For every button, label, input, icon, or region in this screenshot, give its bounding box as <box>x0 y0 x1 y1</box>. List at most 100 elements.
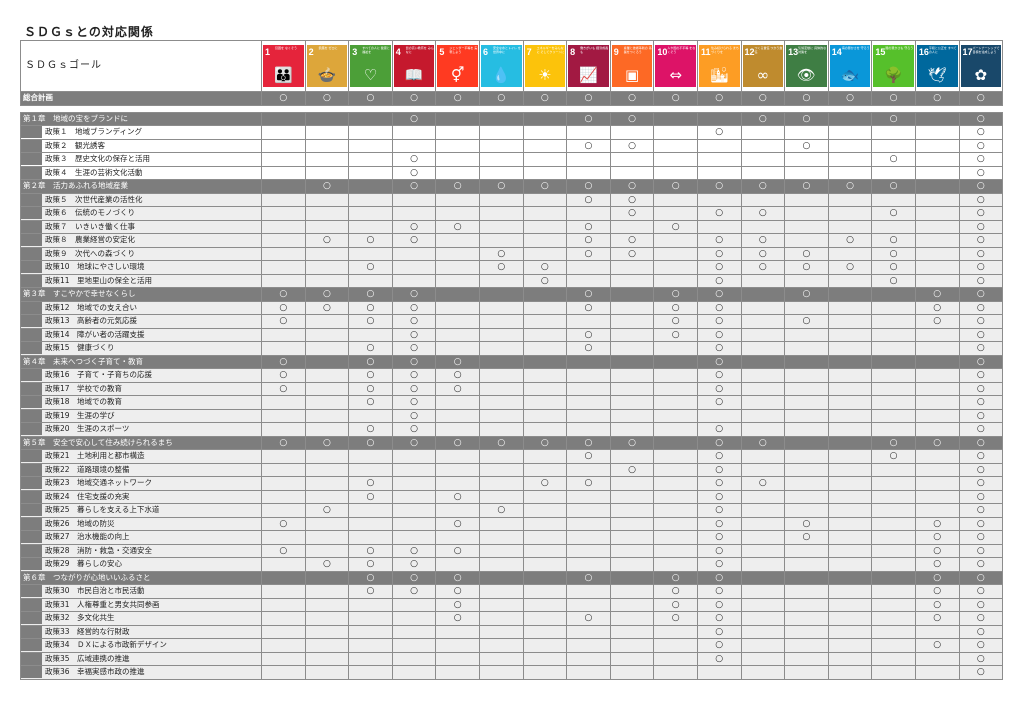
goal-mark-cell <box>435 530 480 545</box>
goal-mark-cell <box>478 368 524 383</box>
indent-bar <box>21 612 42 625</box>
goal-mark-cell: ○ <box>958 314 1004 329</box>
goal-mark-cell <box>304 611 350 626</box>
goal-mark-cell: ○ <box>958 381 1004 396</box>
goal-mark-cell <box>348 165 393 180</box>
goal-mark-cell: ○ <box>871 179 916 194</box>
goal-mark-cell: ○ <box>958 651 1004 666</box>
goal-mark-cell <box>348 516 393 531</box>
goal-mark-cell: ○ <box>391 395 437 410</box>
goal-mark-cell <box>348 624 393 639</box>
goal-mark-cell: ○ <box>696 179 742 194</box>
sdg-goal-4: 4 質の高い教育を みんなに 📖 <box>391 40 437 92</box>
goal-mark-cell: ○ <box>609 206 655 221</box>
goal-mark-cell <box>871 287 916 302</box>
goal-mark-cell <box>740 192 786 207</box>
indent-bar <box>21 220 42 233</box>
goal-mark-cell <box>914 233 960 248</box>
row-label: 政策１ 地域ブランディング <box>20 125 262 140</box>
row-label: 第２章 活力あふれる地域産業 <box>20 179 262 194</box>
goal-mark-cell: ○ <box>348 489 393 504</box>
goal-mark-cell <box>522 111 568 126</box>
goal-mark-cell <box>391 206 437 221</box>
indent-bar <box>21 558 42 571</box>
goal-mark-cell <box>871 597 916 612</box>
goal-mark-cell: ○ <box>958 287 1004 302</box>
goal-mark-cell <box>827 570 873 585</box>
goal-mark-cell <box>522 543 568 558</box>
goal-mark-cell <box>784 503 829 518</box>
goal-mark-cell <box>784 165 829 180</box>
goal-mark-cell <box>784 651 829 666</box>
sdg-goal-tile: 7 エネルギーをみんなに そしてクリーンに ☀ <box>524 45 566 87</box>
spacer-cell <box>20 104 1003 113</box>
goal-mark-cell <box>653 260 698 275</box>
goal-mark-cell <box>566 597 611 612</box>
goal-mark-cell: ○ <box>696 341 742 356</box>
goal-mark-cell: ○ <box>522 273 568 288</box>
goal-mark-cell <box>348 503 393 518</box>
goal-mark-cell <box>261 449 306 464</box>
goal-mark-cell <box>653 530 698 545</box>
goal-mark-cell <box>871 543 916 558</box>
goal-mark-cell <box>653 408 698 423</box>
goal-mark-cell <box>304 516 350 531</box>
sdg-goal-number: 7 <box>526 47 532 57</box>
indent-bar <box>21 382 42 395</box>
goal-mark-cell: ○ <box>958 165 1004 180</box>
goal-mark-cell <box>740 624 786 639</box>
policy-row: 政策35 広域連携の推進 ○ ○ <box>20 651 1004 666</box>
goal-mark-cell: ○ <box>958 611 1004 626</box>
goal-mark-cell <box>478 638 524 653</box>
row-label: 第３章 すこやかで幸せなくらし <box>20 287 262 302</box>
goal-mark-cell: ○ <box>958 354 1004 369</box>
goal-mark-cell: ○ <box>391 557 437 572</box>
goal-mark-cell <box>435 557 480 572</box>
goal-mark-cell: ○ <box>435 179 480 194</box>
goal-mark-cell <box>827 368 873 383</box>
indent-bar <box>21 369 42 382</box>
policy-row: 政策６ 伝統のモノづくり ○ ○ ○ ○ ○ <box>20 206 1004 221</box>
goal-mark-cell <box>871 125 916 140</box>
goal-mark-cell <box>609 395 655 410</box>
goal-mark-cell: ○ <box>696 287 742 302</box>
goal-mark-cell <box>304 665 350 680</box>
goal-mark-cell <box>871 503 916 518</box>
goal-mark-cell: ○ <box>478 260 524 275</box>
goal-mark-cell <box>871 665 916 680</box>
goal-mark-cell: ○ <box>871 435 916 450</box>
goal-mark-cell <box>827 138 873 153</box>
policy-label-text: 政策９ 次代への森づくり <box>45 248 135 258</box>
sdg-goal-tile: 6 安全な水とトイレ を世界中に 💧 <box>480 45 522 87</box>
goal-mark-cell: ○ <box>958 435 1004 450</box>
goal-mark-cell <box>391 246 437 261</box>
goal-mark-cell <box>653 206 698 221</box>
sdg-goal-tile: 4 質の高い教育を みんなに 📖 <box>393 45 435 87</box>
goal-mark-cell: ○ <box>348 395 393 410</box>
goal-mark-cell <box>566 584 611 599</box>
goal-mark-cell <box>653 341 698 356</box>
goal-mark-cell: ○ <box>261 543 306 558</box>
policy-row: 政策18 地域での教育 ○ ○ ○ ○ <box>20 395 1004 410</box>
goal-mark-cell <box>914 395 960 410</box>
goal-mark-cell <box>348 125 393 140</box>
goal-mark-cell: ○ <box>914 300 960 315</box>
goal-mark-cell: ○ <box>740 435 786 450</box>
goal-mark-cell <box>653 665 698 680</box>
goal-mark-cell <box>304 570 350 585</box>
goal-mark-cell: ○ <box>740 246 786 261</box>
goal-mark-cell <box>391 260 437 275</box>
policy-label-text: 政策６ 伝統のモノづくり <box>45 208 135 218</box>
goal-mark-cell <box>609 314 655 329</box>
goal-mark-cell <box>653 381 698 396</box>
policy-label-text: 政策28 消防・救急・交通安全 <box>45 545 153 555</box>
goal-mark-cell <box>784 233 829 248</box>
goal-mark-cell <box>348 206 393 221</box>
goal-mark-cell <box>914 152 960 167</box>
sdgs-goal-header-label: ＳＤＧｓゴール <box>20 40 262 92</box>
policy-row: 政策９ 次代への森づくり ○ ○ ○ ○ ○ ○ ○ ○ <box>20 246 1004 261</box>
goal-mark-cell: ○ <box>261 300 306 315</box>
goal-mark-cell <box>914 408 960 423</box>
policy-row: 政策15 健康づくり ○ ○ ○ ○ ○ <box>20 341 1004 356</box>
row-label: 政策34 ＤＸによる市政新デザイン <box>20 638 262 653</box>
